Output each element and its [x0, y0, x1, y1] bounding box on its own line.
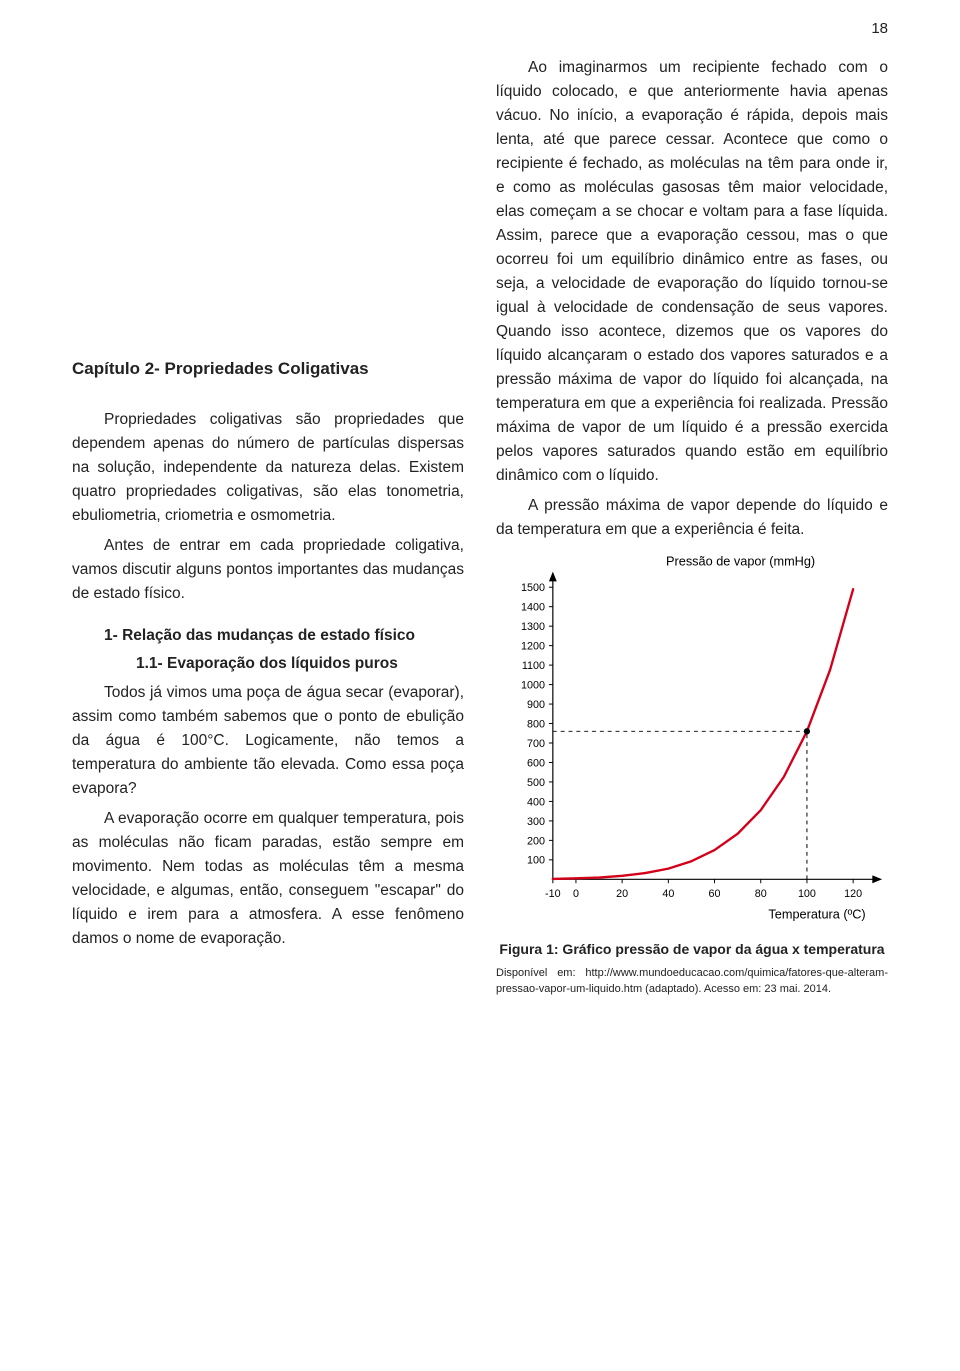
paragraph: A evaporação ocorre em qualquer temperat…: [72, 807, 464, 951]
svg-text:800: 800: [527, 719, 545, 731]
vapor-pressure-chart: Pressão de vapor (mmHg) Temperatura (ºC) 1…: [496, 552, 888, 924]
svg-text:Pressão de vapor (mmHg): Pressão de vapor (mmHg): [666, 554, 815, 569]
chapter-title: Capítulo 2- Propriedades Coligativas: [72, 356, 464, 382]
svg-text:1400: 1400: [521, 602, 545, 614]
svg-text:100: 100: [527, 855, 545, 867]
figure: Pressão de vapor (mmHg) Temperatura (ºC) 1…: [496, 552, 888, 998]
svg-text:-10: -10: [545, 888, 561, 900]
svg-text:1300: 1300: [521, 621, 545, 633]
page: 18 Capítulo 2- Propriedades Coligativas …: [0, 0, 960, 1371]
paragraph: Todos já vimos uma poça de água secar (e…: [72, 681, 464, 801]
page-number: 18: [871, 20, 888, 37]
svg-text:20: 20: [616, 888, 628, 900]
svg-text:1000: 1000: [521, 680, 545, 692]
svg-text:1500: 1500: [521, 582, 545, 594]
svg-text:1200: 1200: [521, 641, 545, 653]
figure-caption-label: Figura 1:: [499, 941, 558, 957]
paragraph: Antes de entrar em cada propriedade coli…: [72, 534, 464, 606]
section-heading: 1- Relação das mudanças de estado físico: [104, 624, 464, 648]
figure-caption-text: Gráfico pressão de vapor da água x tempe…: [559, 941, 885, 957]
figure-caption: Figura 1: Gráfico pressão de vapor da ág…: [496, 939, 888, 961]
paragraph: Propriedades coligativas são propriedade…: [72, 408, 464, 528]
svg-text:400: 400: [527, 797, 545, 809]
svg-text:80: 80: [755, 888, 767, 900]
left-column: Capítulo 2- Propriedades Coligativas Pro…: [72, 56, 464, 998]
figure-citation: Disponível em: http://www.mundoeducacao.…: [496, 966, 888, 998]
svg-text:500: 500: [527, 777, 545, 789]
svg-text:100: 100: [798, 888, 816, 900]
svg-text:300: 300: [527, 816, 545, 828]
svg-text:1100: 1100: [522, 660, 545, 672]
right-column: Ao imaginarmos um recipiente fechado com…: [496, 56, 888, 998]
subsection-heading: 1.1- Evaporação dos líquidos puros: [136, 652, 464, 676]
svg-text:900: 900: [527, 699, 545, 711]
svg-text:700: 700: [527, 738, 545, 750]
svg-text:Temperatura (ºC): Temperatura (ºC): [768, 907, 865, 922]
svg-text:200: 200: [527, 836, 545, 848]
svg-text:120: 120: [844, 888, 862, 900]
svg-text:60: 60: [709, 888, 721, 900]
paragraph: A pressão máxima de vapor depende do líq…: [496, 494, 888, 542]
paragraph: Ao imaginarmos um recipiente fechado com…: [496, 56, 888, 488]
svg-text:40: 40: [662, 888, 674, 900]
two-column-layout: Capítulo 2- Propriedades Coligativas Pro…: [72, 56, 888, 998]
svg-text:600: 600: [527, 758, 545, 770]
svg-text:0: 0: [573, 888, 579, 900]
